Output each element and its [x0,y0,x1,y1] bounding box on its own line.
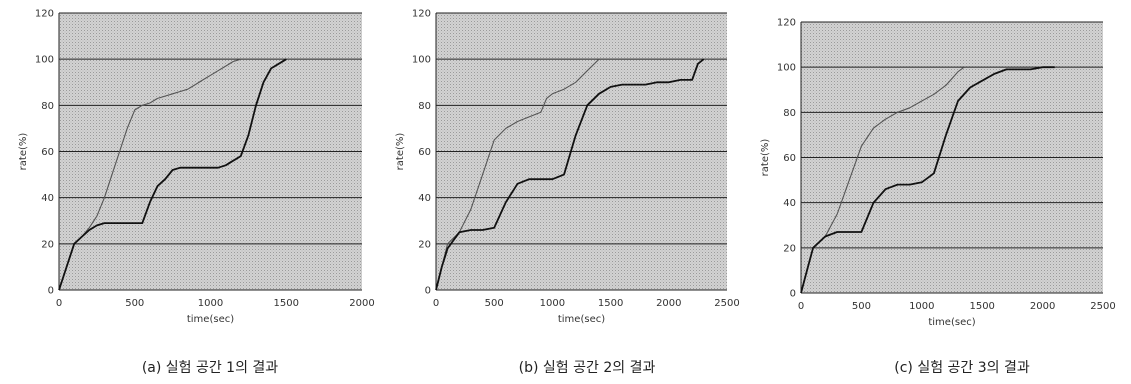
y-tick-label: 80 [418,101,431,112]
x-tick-label: 0 [798,301,804,312]
x-tick-label: 500 [125,298,144,309]
y-tick-label: 80 [41,101,54,112]
x-tick-label: 0 [433,298,439,309]
x-tick-label: 1500 [274,298,299,309]
series-line-1 [435,58,600,291]
y-axis-label: rate(%) [760,139,771,177]
y-tick-label: 100 [777,63,796,74]
y-axis-label: rate(%) [395,133,406,171]
x-tick-label: 2500 [1090,301,1115,312]
x-tick-label: 2000 [1030,301,1055,312]
y-tick-label: 40 [418,193,431,204]
x-tick-label: 1000 [198,298,223,309]
series-line-1 [58,58,241,291]
y-tick-label: 100 [412,55,431,66]
y-tick-label: 60 [418,147,431,158]
caption-a: (a) 실험 공간 1의 결과 [141,360,279,376]
y-axis-label: rate(%) [18,133,29,171]
series-line-2 [800,66,1055,294]
y-tick-label: 120 [777,18,796,29]
x-axis-label: time(sec) [558,314,605,325]
series-line-2 [435,58,705,291]
x-tick-label: 2000 [656,298,681,309]
x-tick-label: 1500 [598,298,623,309]
y-tick-label: 40 [783,198,796,209]
y-tick-label: 120 [412,9,431,20]
y-tick-label: 20 [783,243,796,254]
caption-b: (b) 실험 공간 2의 결과 [518,360,656,376]
x-tick-label: 2000 [349,298,374,309]
x-tick-label: 0 [56,298,62,309]
y-tick-label: 40 [41,193,54,204]
x-axis-label: time(sec) [928,317,975,328]
x-tick-label: 1000 [909,301,934,312]
y-tick-label: 100 [35,55,54,66]
series-line-2 [58,58,287,291]
y-tick-label: 20 [418,239,431,250]
x-tick-label: 2500 [714,298,739,309]
x-tick-label: 1000 [540,298,565,309]
y-tick-label: 20 [41,239,54,250]
x-axis-label: time(sec) [187,314,234,325]
y-tick-label: 80 [783,108,796,119]
caption-c: (c) 실험 공간 3의 결과 [894,360,1030,376]
y-tick-label: 120 [35,9,54,20]
y-tick-label: 0 [48,286,54,297]
y-tick-label: 0 [790,289,796,300]
x-tick-label: 500 [852,301,871,312]
y-tick-label: 60 [41,147,54,158]
y-tick-label: 60 [783,153,796,164]
x-tick-label: 500 [485,298,504,309]
x-tick-label: 1500 [969,301,994,312]
y-tick-label: 0 [425,286,431,297]
